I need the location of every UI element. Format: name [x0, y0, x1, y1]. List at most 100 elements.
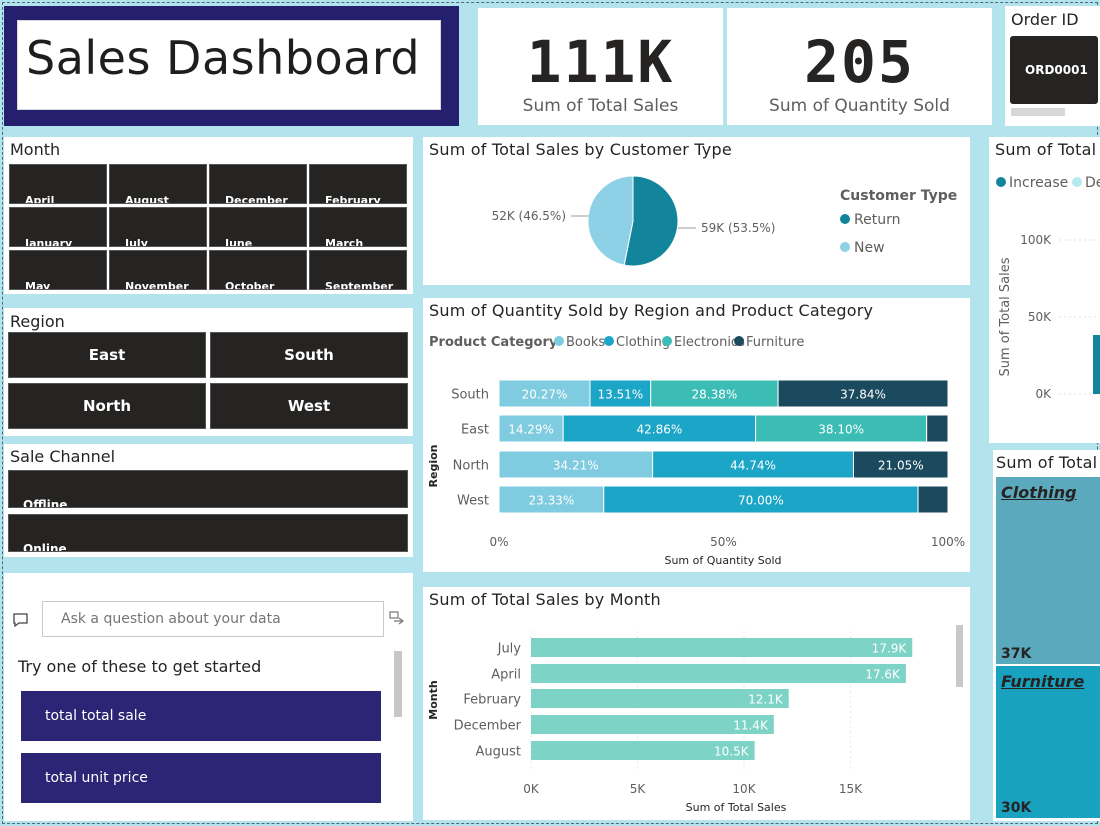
region-tile-south[interactable]: South: [210, 332, 408, 378]
legend-item[interactable]: Electronics: [674, 335, 745, 350]
bar-segment[interactable]: [498, 485, 605, 514]
treemap-label: Furniture: [1001, 672, 1085, 691]
stacked-bar-chart-region-category: Sum of Quantity Sold by Region and Produ…: [423, 298, 970, 572]
chart-title: Sum of Quantity Sold by Region and Produ…: [429, 301, 874, 320]
show-all-suggestions-icon[interactable]: [388, 609, 406, 627]
data-label-return: 59K (53.5%): [701, 221, 775, 235]
column-chart-partial: Sum of Total Increase De Sum of Total Sa…: [989, 137, 1100, 443]
month-tile[interactable]: July: [109, 207, 207, 247]
kpi-value: 111K: [526, 28, 675, 96]
month-tile[interactable]: September: [309, 250, 407, 290]
month-tile[interactable]: May: [9, 250, 107, 290]
suggestion-button[interactable]: total unit price: [21, 753, 381, 803]
horizontal-scrollbar[interactable]: [1011, 108, 1065, 116]
legend-item[interactable]: Books: [566, 335, 605, 350]
bar-segment[interactable]: [562, 414, 757, 443]
data-label: 20.27%: [522, 388, 568, 402]
legend-item-decrease[interactable]: De: [1085, 175, 1100, 191]
qna-question-input[interactable]: [42, 601, 384, 637]
legend-item[interactable]: Furniture: [746, 335, 804, 350]
month-tile[interactable]: October: [209, 250, 307, 290]
column-bar[interactable]: [1093, 335, 1100, 394]
data-label: 38.10%: [818, 423, 864, 437]
treemap-tile-furniture[interactable]: Furniture 30K: [996, 666, 1100, 818]
order-id-tile[interactable]: ORD0001: [1010, 36, 1098, 104]
bar-segment[interactable]: [777, 379, 949, 408]
bar-segment[interactable]: [917, 485, 949, 514]
data-label: 21.05%: [878, 459, 924, 473]
legend-item-new[interactable]: New: [854, 240, 885, 256]
bar-segment[interactable]: [652, 450, 854, 479]
data-label: 44.74%: [730, 459, 776, 473]
month-bar[interactable]: [531, 741, 755, 760]
suggestion-button[interactable]: total total sale: [21, 691, 381, 741]
month-tile[interactable]: June: [209, 207, 307, 247]
vertical-scrollbar[interactable]: [394, 651, 402, 717]
month-bar[interactable]: [531, 664, 906, 683]
x-tick-label: 10K: [732, 782, 756, 796]
bar-segment[interactable]: [755, 414, 928, 443]
qna-visual: Try one of these to get started total to…: [4, 573, 413, 821]
kpi-label: Sum of Total Sales: [522, 96, 679, 116]
month-bar[interactable]: [531, 638, 913, 657]
month-tile[interactable]: November: [109, 250, 207, 290]
month-tile[interactable]: April: [9, 164, 107, 204]
region-tile-north[interactable]: North: [8, 383, 206, 429]
legend-title: Product Category: [429, 335, 558, 350]
month-bar[interactable]: [531, 715, 774, 734]
legend-item-return[interactable]: Return: [854, 212, 900, 228]
pie-slice-return[interactable]: [623, 175, 679, 267]
month-tile[interactable]: December: [209, 164, 307, 204]
pie-chart-customer-type: Sum of Total Sales by Customer Type 59K …: [423, 137, 970, 285]
bar-segment[interactable]: [589, 379, 652, 408]
legend-marker: [662, 336, 672, 346]
y-tick-label: 50K: [1028, 310, 1052, 324]
data-label: 28.38%: [692, 388, 738, 402]
data-label: 10.5K: [714, 745, 750, 759]
data-label: 17.9K: [872, 642, 908, 656]
pie-chart-svg: 59K (53.5%) 52K (46.5%) Customer Type Re…: [492, 175, 957, 267]
channel-tile-offline[interactable]: Offline: [8, 470, 408, 508]
month-bar-chart-svg: Month Sum of Total Sales 0K 5K 10K 15K July 1…: [427, 625, 963, 814]
y-tick-label: February: [463, 693, 521, 708]
y-axis-title: Sum of Total Sales: [998, 257, 1013, 376]
bar-segment[interactable]: [852, 450, 949, 479]
x-tick-label: 5K: [630, 782, 647, 796]
kpi-card-quantity-sold[interactable]: 205 Sum of Quantity Sold: [727, 8, 992, 125]
qna-prompt: Try one of these to get started: [18, 657, 262, 676]
y-tick-label: 0K: [1035, 387, 1052, 401]
bar-segment[interactable]: [926, 414, 949, 443]
page-title: Sales Dashboard: [26, 31, 421, 85]
treemap-tile-clothing[interactable]: Clothing 37K: [996, 477, 1100, 664]
y-tick-label: December: [454, 719, 522, 734]
data-label: 11.4K: [733, 719, 769, 733]
month-tile[interactable]: January: [9, 207, 107, 247]
month-bar[interactable]: [531, 689, 789, 708]
x-tick-label: 0K: [523, 782, 540, 796]
chat-icon[interactable]: [12, 612, 30, 628]
data-label: 14.29%: [508, 423, 554, 437]
month-tile[interactable]: February: [309, 164, 407, 204]
chart-title: Sum of Total Sales by Customer Type: [429, 140, 732, 159]
month-tile[interactable]: August: [109, 164, 207, 204]
data-label-new: 52K (46.5%): [492, 209, 566, 223]
vertical-scrollbar[interactable]: [956, 625, 963, 687]
region-tile-west[interactable]: West: [210, 383, 408, 429]
bar-segment[interactable]: [603, 485, 919, 514]
bar-segment[interactable]: [498, 379, 591, 408]
month-tile[interactable]: March: [309, 207, 407, 247]
pie-slice-new[interactable]: [587, 175, 634, 266]
title-box: Sales Dashboard: [17, 20, 441, 110]
legend-item[interactable]: Clothing: [616, 335, 670, 350]
bar-segment[interactable]: [498, 414, 564, 443]
legend-item-increase[interactable]: Increase: [1009, 175, 1068, 191]
channel-tile-online[interactable]: Online: [8, 514, 408, 552]
kpi-card-total-sales[interactable]: 111K Sum of Total Sales: [478, 8, 723, 125]
data-label: 42.86%: [637, 423, 683, 437]
region-tile-east[interactable]: East: [8, 332, 206, 378]
slicer-title: Month: [10, 140, 61, 159]
y-tick-label: 100K: [1020, 233, 1052, 247]
region-slicer: Region East South North West: [4, 308, 413, 436]
sale-channel-slicer: Sale Channel Offline Online: [4, 444, 413, 557]
x-tick-label: 0%: [489, 535, 508, 549]
